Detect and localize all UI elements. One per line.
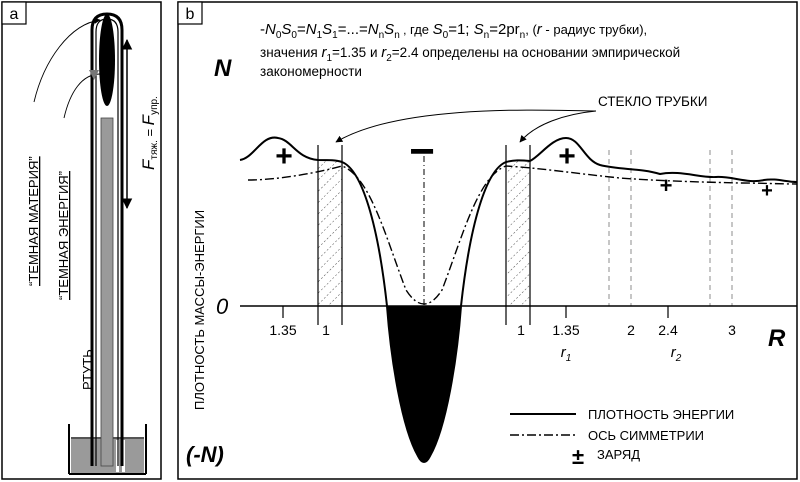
glass-pointer-right [519, 110, 597, 143]
formula-line-1: -N0S0=N1S1=...=NnSn , где S0=1; Sn=2prn,… [260, 21, 647, 41]
tick-1-right: 1 [517, 322, 525, 338]
panel-b: b -N0S0=N1S1=...=NnSn , где S0=1; Sn=2pr… [177, 1, 798, 480]
minus-sign: − [409, 127, 435, 176]
energy-density-curve [239, 136, 798, 463]
tick-r2-label: r2 [671, 344, 682, 364]
tick-r1-label: r1 [561, 344, 572, 364]
glass-tube [90, 12, 124, 467]
glass-wall-right [505, 145, 531, 325]
tick-2-4: 2.4 [658, 322, 678, 338]
tick-3: 3 [728, 322, 736, 338]
axis-ticks [282, 306, 669, 318]
legend-charge-label: ЗАРЯД [597, 447, 640, 462]
mercury-label: РТУТЬ [80, 349, 95, 390]
dark-energy-label: “ТЕМНАЯ ЭНЕРГИЯ” [56, 171, 71, 300]
plus-sign-left: + [275, 140, 293, 173]
panel-a-label: a [10, 6, 19, 23]
tick-1-35-right: 1.35 [552, 322, 579, 338]
tick-1-left: 1 [322, 322, 330, 338]
panel-a-label-box [1, 1, 27, 25]
plus-sign-2-4: + [660, 173, 673, 198]
dark-matter-label: “ТЕМНАЯ МАТЕРИЯ” [26, 156, 41, 286]
panel-b-label-box [177, 1, 203, 25]
glass-pointer-left [335, 109, 597, 143]
axis-r-label: R [768, 325, 786, 352]
legend-charge-symbol: ± [572, 444, 584, 469]
panel-b-label: b [186, 6, 195, 23]
panel-b-frame [177, 1, 798, 480]
dark-energy-marker [89, 70, 99, 80]
legend-symmetry-label: ОСЬ СИММЕТРИИ [588, 428, 704, 443]
legend-energy-label: ПЛОТНОСТЬ ЭНЕРГИИ [588, 407, 734, 422]
plus-sign-3: + [761, 180, 773, 202]
panel-a: a Fтяж. = Fупр. “ТЕМНАЯ МАТЕРИЯ” [1, 1, 162, 480]
axis-neg-n-label: (-N) [186, 442, 224, 467]
force-label: Fтяж. = Fупр. [139, 96, 160, 170]
legend: ПЛОТНОСТЬ ЭНЕРГИИ ОСЬ СИММЕТРИИ ± ЗАРЯД [510, 407, 734, 469]
zero-y-label: 0 [216, 294, 229, 319]
symmetry-axis-curve [247, 165, 798, 305]
plus-sign-right: + [558, 140, 576, 173]
axis-n-label: N [214, 55, 232, 82]
y-axis-label: ПЛОТНОСТЬ МАССЫ-ЭНЕРГИИ [192, 210, 207, 410]
mercury-column [100, 117, 114, 467]
dashed-guides [423, 150, 733, 306]
tick-2: 2 [627, 322, 635, 338]
formula-line-3: закономерности [260, 64, 362, 79]
tick-1-35-left: 1.35 [269, 322, 296, 338]
dark-matter-pointer [33, 17, 101, 103]
glass-wall-left [317, 145, 343, 325]
dark-matter-blob [99, 14, 115, 106]
glass-label: СТЕКЛО ТРУБКИ [598, 94, 707, 109]
tick-0: 0 [420, 322, 428, 338]
formula-line-2: значения r1=1.35 и r2=2.4 определены на … [260, 44, 680, 64]
